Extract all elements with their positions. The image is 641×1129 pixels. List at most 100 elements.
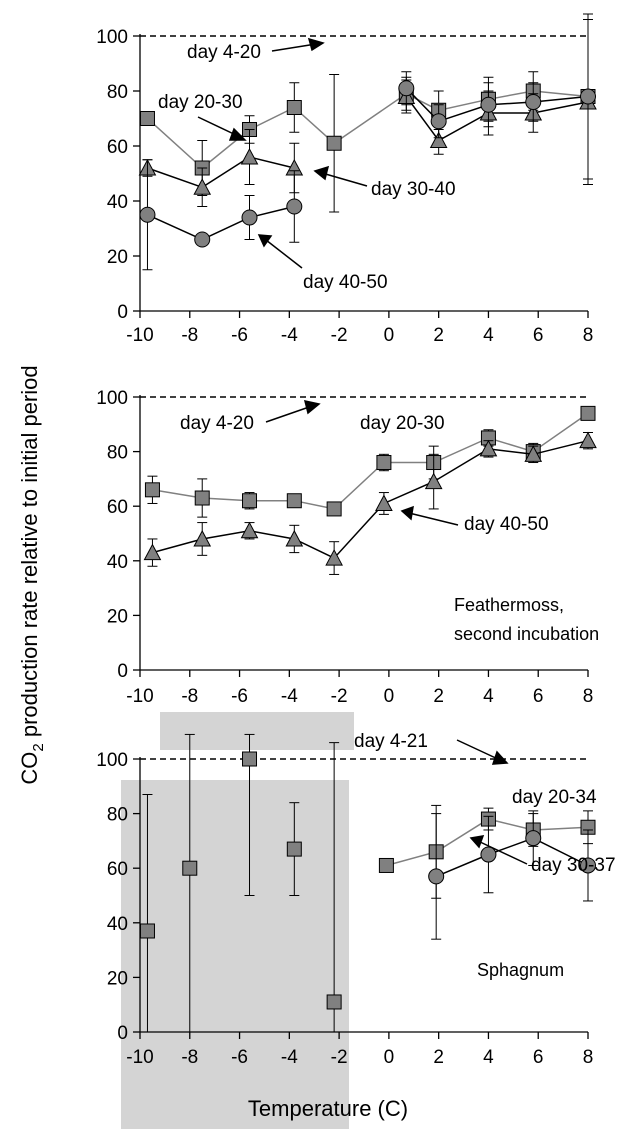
circle-marker — [480, 96, 497, 113]
x-tick-label: -6 — [231, 686, 248, 707]
x-tick-label: -10 — [126, 686, 153, 707]
triangle-marker — [375, 494, 393, 511]
panel-top: 0 20 40 60 80 100 -10 -8 -6 -4 -2 0 2 4 6 8 — [96, 13, 597, 346]
circle-marker — [480, 846, 497, 863]
triangle-marker — [240, 521, 259, 539]
arrow-top-day40-50 — [257, 234, 303, 269]
y-tick-label: 80 — [107, 805, 128, 826]
circle-marker — [430, 113, 447, 130]
series-line — [146, 90, 589, 169]
annotation-top-day4-20: day 4-20 — [187, 42, 261, 63]
annotation-bot-day4-21: day 4-21 — [354, 731, 428, 752]
shade-band-bottom — [121, 780, 349, 1129]
x-tick-label: -6 — [231, 325, 248, 346]
x-tick-label: 2 — [433, 1047, 444, 1068]
x-tick-label: 8 — [583, 325, 594, 346]
x-tick-label: 4 — [483, 325, 494, 346]
square-marker — [242, 751, 258, 767]
annotation-top-day30-40: day 30-40 — [371, 179, 456, 200]
x-tick-label: -6 — [231, 1047, 248, 1068]
x-tick-label: 0 — [384, 686, 395, 707]
x-axis-label: Temperature (C) — [248, 1096, 408, 1121]
square-marker — [144, 482, 160, 498]
y-tick-label: 0 — [117, 302, 128, 323]
y-axis-label: CO2 production rate relative to initial … — [17, 365, 47, 784]
panel-middle: 0 20 40 60 80 100 -10 -8 -6 -4 -2 0 2 4 6 8 — [96, 388, 597, 707]
circle-marker — [286, 198, 303, 215]
arrow-top-day20-30 — [197, 116, 247, 141]
annotation-bot-day30-37: day 30-37 — [531, 855, 616, 876]
square-marker — [139, 111, 155, 126]
x-tick-label: -2 — [331, 325, 348, 346]
y-tick-label: 80 — [107, 82, 128, 103]
series-day-40-50 — [143, 431, 597, 575]
series-line — [435, 837, 589, 878]
x-tick-label: -10 — [126, 325, 153, 346]
x-tick-label: -4 — [281, 1047, 298, 1068]
x-tick-label: -4 — [281, 325, 298, 346]
square-marker — [242, 493, 258, 509]
y-tick-label: 100 — [96, 750, 128, 771]
square-marker — [139, 923, 155, 939]
triangle-marker — [479, 439, 498, 457]
panel-bottom: 0 20 40 60 80 100 -10 -8 -6 -4 -2 0 2 4 6 8 — [96, 733, 596, 1068]
circle-marker — [194, 231, 211, 248]
series-day-30-37 — [428, 810, 596, 940]
triangle-marker — [285, 529, 304, 547]
circle-marker — [525, 830, 542, 847]
triangle-marker — [325, 549, 343, 566]
arrow-bot-day4-21 — [456, 739, 509, 765]
series-line — [147, 156, 295, 189]
square-marker — [286, 100, 302, 115]
circle-marker — [428, 868, 445, 885]
triangle-marker — [193, 529, 212, 547]
note-sphagnum: Sphagnum — [477, 960, 564, 980]
x-tick-label: 2 — [433, 686, 444, 707]
square-marker — [326, 994, 342, 1010]
square-marker — [286, 493, 302, 509]
annotation-top-day40-50: day 40-50 — [303, 272, 388, 293]
series-line — [152, 412, 589, 510]
square-marker — [378, 857, 394, 873]
x-tick-label: 4 — [483, 1047, 494, 1068]
annotation-mid-day40-50: day 40-50 — [464, 514, 549, 535]
circle-marker — [241, 209, 258, 226]
circle-marker — [525, 94, 542, 110]
square-marker — [326, 501, 342, 517]
y-tick-label: 20 — [107, 968, 128, 989]
circle-marker — [398, 80, 415, 97]
square-marker — [194, 490, 210, 506]
square-marker — [580, 405, 596, 421]
x-tick-label: 6 — [533, 686, 544, 707]
x-tick-label: -4 — [281, 686, 298, 707]
x-tick-label: -8 — [181, 325, 198, 346]
note-feathermoss-line2: second incubation — [454, 624, 599, 644]
triangle-marker — [524, 445, 543, 462]
x-tick-label: 0 — [384, 1047, 395, 1068]
circle-marker — [139, 206, 156, 223]
triangle-marker — [579, 431, 597, 449]
y-tick-label: 40 — [107, 914, 128, 935]
x-tick-label: 4 — [483, 686, 494, 707]
annotation-mid-day20-30: day 20-30 — [360, 413, 445, 434]
x-tick-label: 8 — [583, 1047, 594, 1068]
y-tick-label: 60 — [107, 137, 128, 158]
y-tick-label: 60 — [107, 859, 128, 880]
annotations: day 4-20 day 20-30 day 30-40 day 40-50 d… — [158, 42, 616, 980]
square-marker — [376, 455, 392, 471]
annotation-mid-day4-20: day 4-20 — [180, 413, 254, 434]
x-tick-label: -8 — [181, 1047, 198, 1068]
arrow-mid-day40-50 — [400, 505, 459, 526]
series-day-40-50 — [139, 13, 596, 271]
triangle-marker — [143, 543, 162, 561]
y-tick-label: 100 — [96, 27, 128, 48]
triangle-marker — [193, 178, 212, 195]
x-tick-label: -8 — [181, 686, 198, 707]
arrow-mid-day4-20 — [265, 400, 321, 423]
note-feathermoss-line1: Feathermoss, — [454, 595, 564, 615]
x-tick-label: 6 — [533, 1047, 544, 1068]
shade-band-middle — [160, 712, 354, 750]
y-tick-label: 80 — [107, 443, 128, 464]
x-tick-label: 8 — [583, 686, 594, 707]
triangle-marker — [424, 472, 443, 490]
